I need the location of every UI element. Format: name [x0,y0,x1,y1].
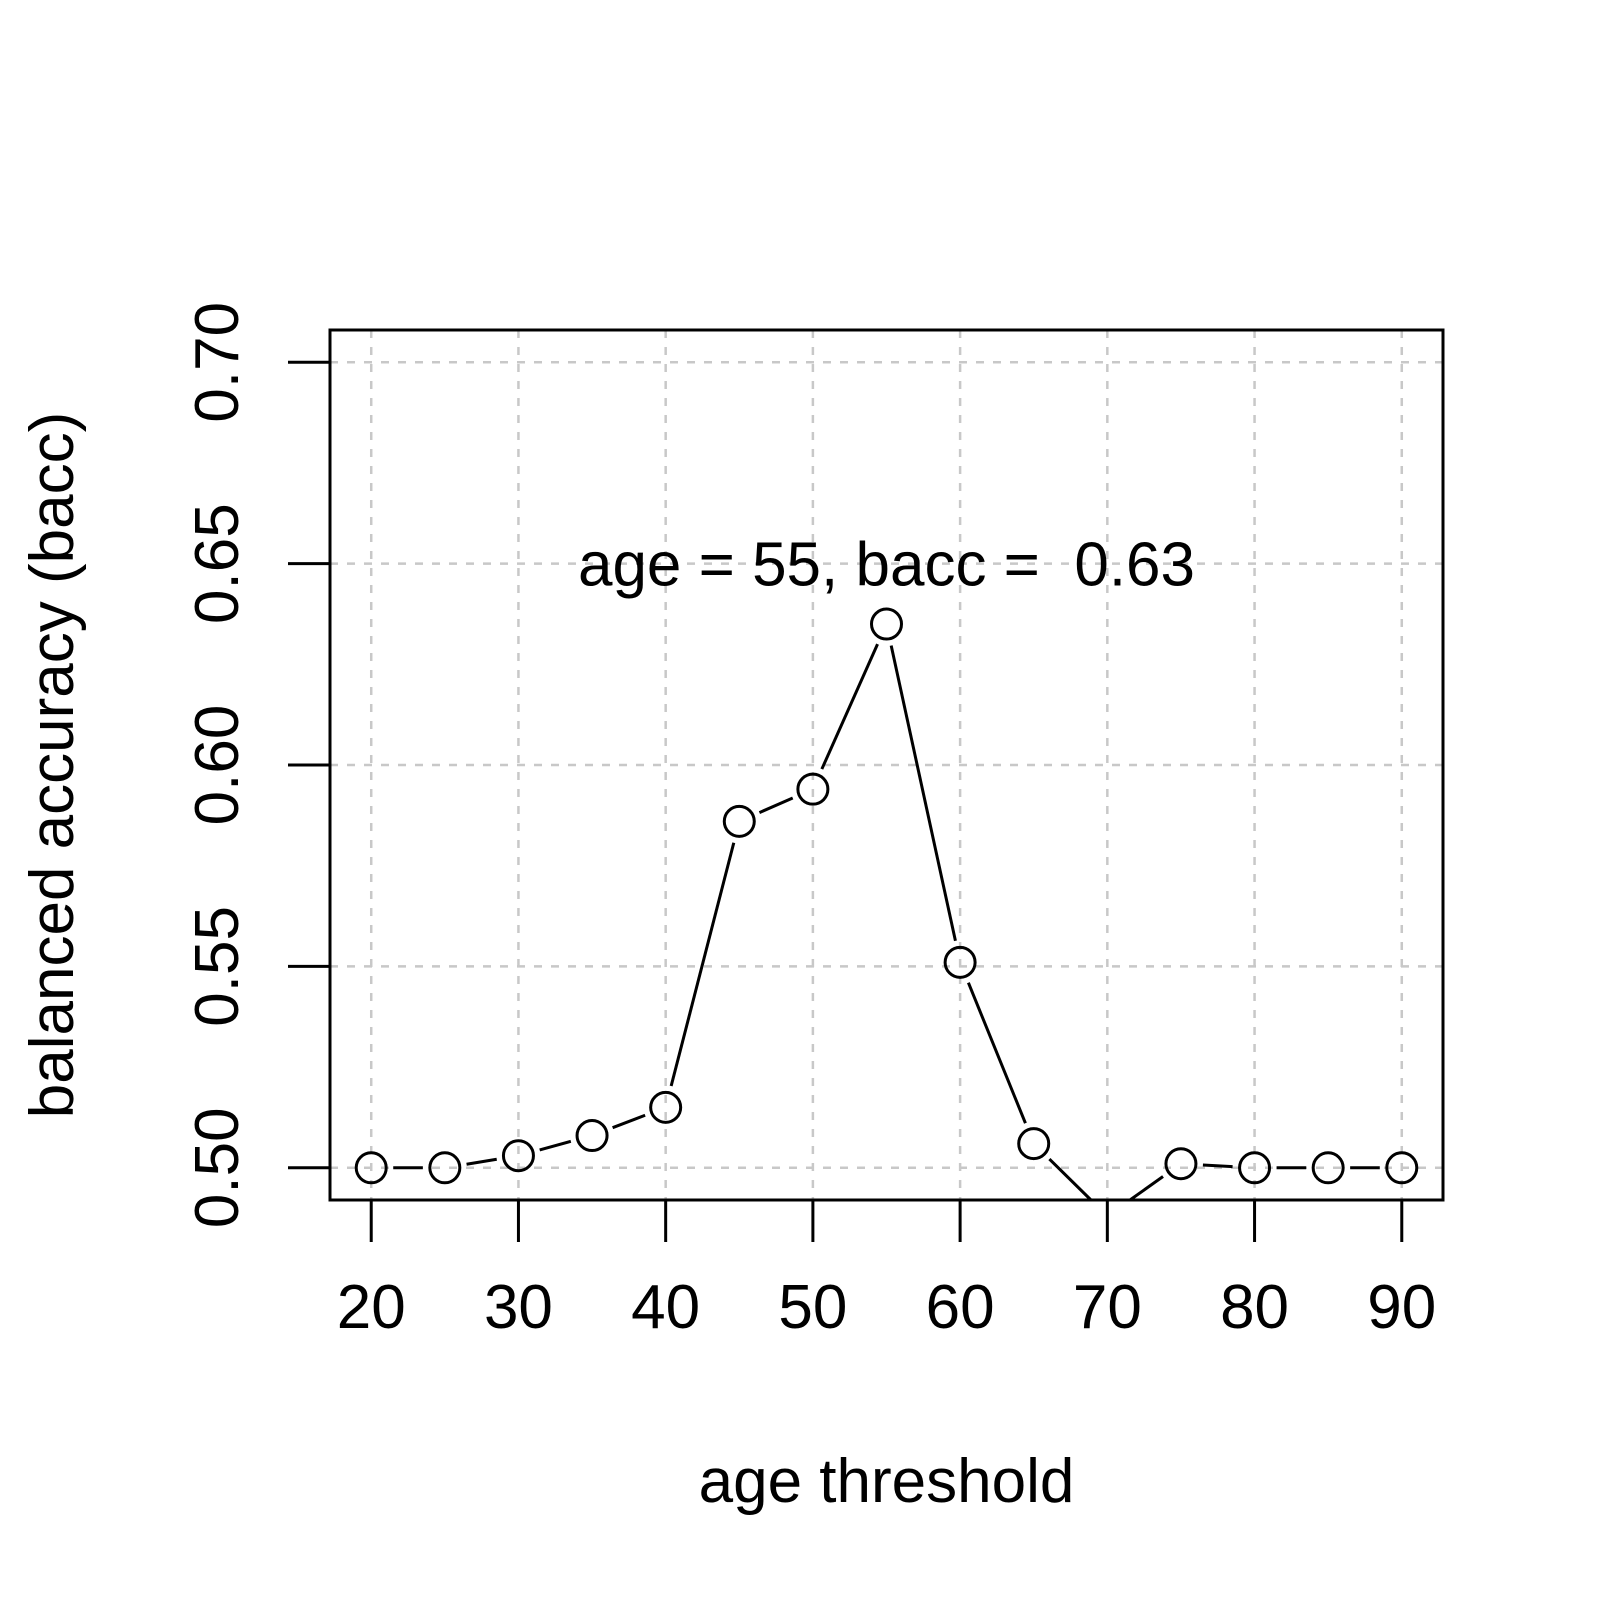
x-tick-label-7: 90 [1367,1273,1436,1342]
x-tick-label-4: 60 [926,1273,995,1342]
line-segment-1 [466,1157,497,1166]
line-segment-9 [1048,1157,1093,1202]
data-point-0 [354,1151,388,1185]
line-segment-6 [820,643,879,770]
line-segment-3 [612,1113,646,1130]
grid [330,330,1443,1200]
x-tick-label-0: 20 [337,1273,406,1342]
data-point-12 [1238,1151,1272,1185]
line-segment-7 [889,645,957,942]
y-tick-label-3: 0.65 [183,503,252,624]
y-axis-title: balanced accuracy (bacc) [18,412,87,1118]
line-segment-2 [539,1139,572,1152]
data-point-13 [1311,1151,1345,1185]
y-tick-label-1: 0.55 [183,906,252,1027]
data-point-11 [1164,1147,1198,1181]
line-segment-10 [1129,1175,1164,1202]
data-point-14 [1385,1151,1419,1185]
data-point-3 [575,1119,609,1153]
y-tick-label-2: 0.60 [183,705,252,826]
data-point-1 [428,1151,462,1185]
data-point-6 [796,772,830,806]
line-segment-4 [669,842,736,1087]
data-point-4 [649,1090,683,1124]
data-point-8 [943,945,977,979]
y-tick-label-0: 0.50 [183,1107,252,1228]
data-point-2 [501,1139,535,1173]
data-point-7 [870,607,903,641]
x-tick-label-5: 70 [1073,1273,1142,1342]
x-tick-label-1: 30 [484,1273,553,1342]
line-segment-11 [1202,1163,1233,1169]
line-segment-5 [758,796,794,814]
annotation-label: age = 55, bacc = 0.63 [578,531,1195,600]
data-point-9 [1017,1127,1051,1161]
y-tick-label-4: 0.70 [183,302,252,423]
x-axis: 20 30 40 50 60 70 80 90 [337,1200,1436,1342]
x-tick-label-6: 80 [1220,1273,1289,1342]
x-tick-label-2: 40 [631,1273,700,1342]
data-point-5 [722,804,756,838]
x-tick-label-3: 50 [778,1273,847,1342]
data-points [354,607,1419,1185]
series-line [393,643,1380,1202]
x-axis-title: age threshold [699,1447,1075,1516]
plot-box [328,328,1445,1202]
y-axis: 0.50 0.55 0.60 0.65 0.70 [183,302,330,1228]
line-segment-8 [966,982,1027,1124]
